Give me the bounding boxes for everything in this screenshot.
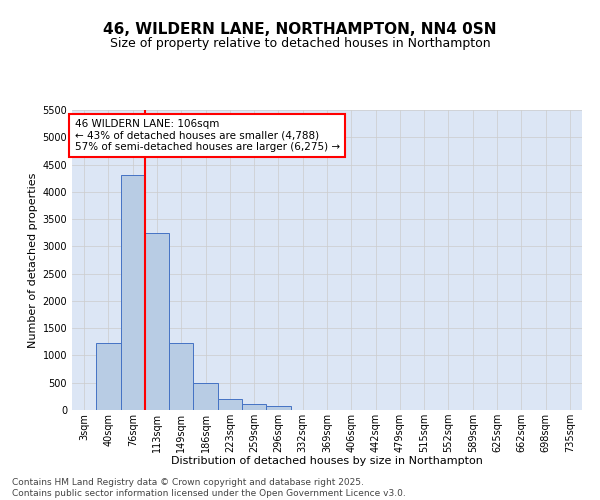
Bar — [121, 176, 145, 410]
X-axis label: Distribution of detached houses by size in Northampton: Distribution of detached houses by size … — [171, 456, 483, 466]
Y-axis label: Number of detached properties: Number of detached properties — [28, 172, 38, 348]
Text: Contains HM Land Registry data © Crown copyright and database right 2025.
Contai: Contains HM Land Registry data © Crown c… — [12, 478, 406, 498]
Bar — [96, 344, 121, 410]
Text: Size of property relative to detached houses in Northampton: Size of property relative to detached ho… — [110, 38, 490, 51]
Bar — [218, 398, 242, 410]
Bar — [145, 232, 169, 410]
Bar — [266, 406, 290, 410]
Bar — [193, 382, 218, 410]
Text: 46 WILDERN LANE: 106sqm
← 43% of detached houses are smaller (4,788)
57% of semi: 46 WILDERN LANE: 106sqm ← 43% of detache… — [74, 119, 340, 152]
Text: 46, WILDERN LANE, NORTHAMPTON, NN4 0SN: 46, WILDERN LANE, NORTHAMPTON, NN4 0SN — [103, 22, 497, 38]
Bar — [242, 404, 266, 410]
Bar — [169, 343, 193, 410]
